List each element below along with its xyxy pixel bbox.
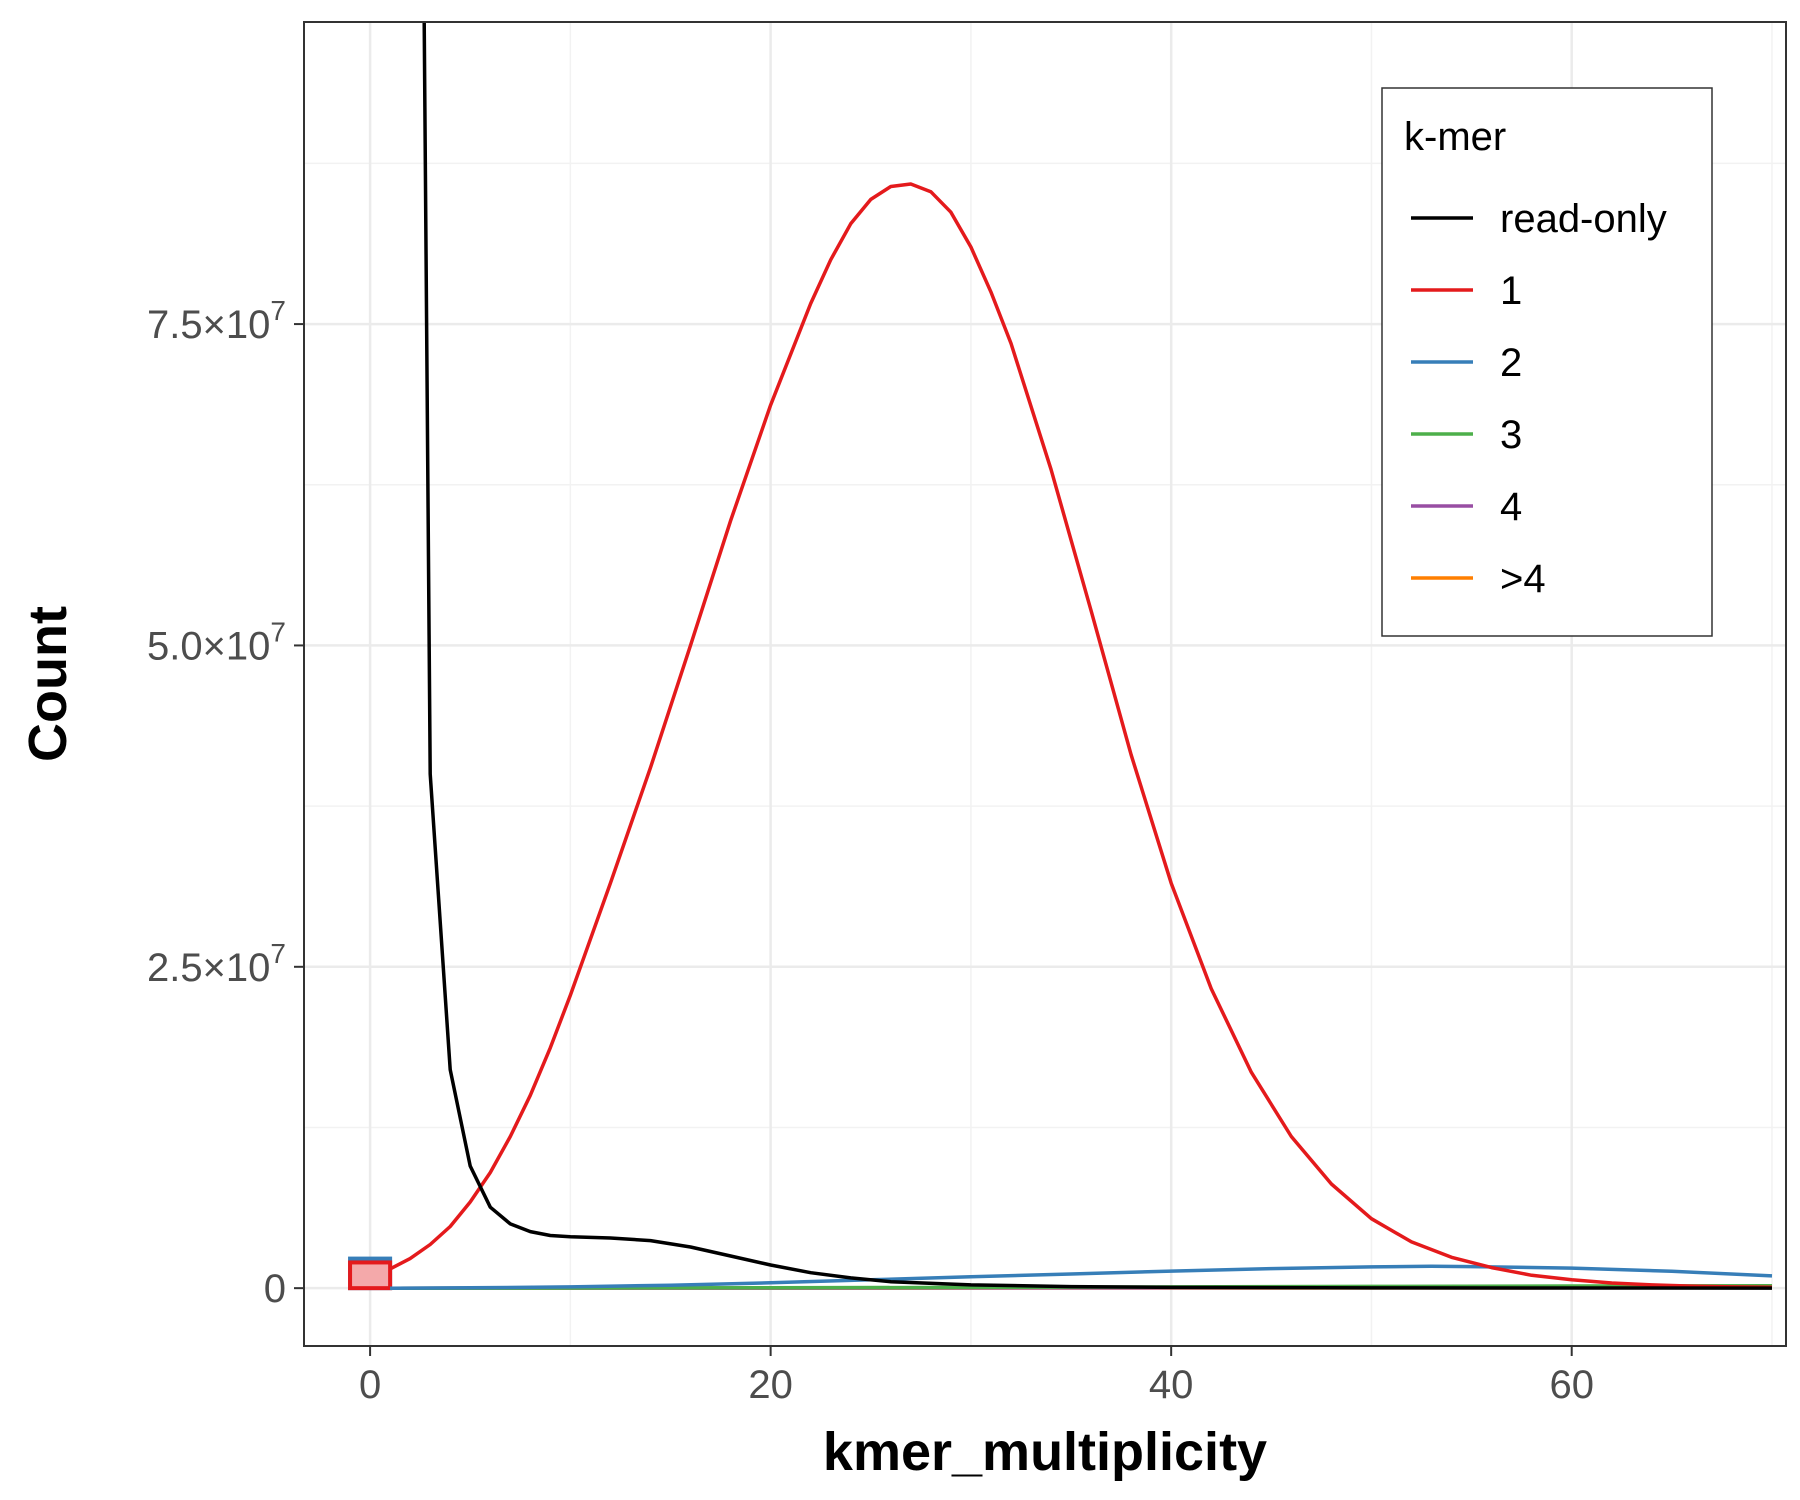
- x-tick-label: 60: [1549, 1363, 1594, 1407]
- y-axis-title: Count: [18, 606, 78, 762]
- panel-border: [303, 21, 1787, 1347]
- y-tick-exponent: 7: [270, 295, 286, 326]
- legend-label-2: 2: [1500, 341, 1522, 385]
- legend-items: read-only 1 2 3 4 >4: [1411, 197, 1667, 601]
- x-axis-title: kmer_multiplicity: [823, 1422, 1267, 1482]
- legend-label->4: >4: [1500, 557, 1546, 601]
- zero-bar: [348, 1256, 393, 1291]
- legend: k-mer read-only 1 2 3 4 >4: [1381, 87, 1713, 637]
- legend-label-read-only: read-only: [1500, 197, 1667, 241]
- x-axis-ticks: 0 20 40 60: [359, 1346, 1594, 1407]
- x-tick-label: 40: [1149, 1363, 1194, 1407]
- y-tick-exponent: 7: [270, 616, 286, 647]
- legend-title: k-mer: [1404, 115, 1506, 159]
- legend-label-1: 1: [1500, 269, 1522, 313]
- series-line-read-only: [422, 22, 1773, 1290]
- y-tick-mantissa: 0: [264, 1267, 286, 1311]
- legend-label-3: 3: [1500, 413, 1522, 457]
- x-tick-label: 0: [359, 1363, 381, 1407]
- y-tick-label: 5.0×107: [147, 616, 286, 668]
- series-line-2: [390, 1264, 1773, 1290]
- x-tick-label: 20: [748, 1363, 793, 1407]
- y-tick-label: 7.5×107: [147, 295, 286, 347]
- y-tick-mantissa: 7.5×10: [147, 303, 270, 347]
- series-lines: [389, 22, 1773, 1290]
- y-tick-mantissa: 5.0×10: [147, 624, 270, 668]
- series-line-1: [389, 182, 1773, 1290]
- zero-bar-1: [348, 1260, 393, 1291]
- y-tick-label: 0: [264, 1267, 286, 1311]
- major-gridlines: [304, 22, 1786, 1346]
- y-tick-label: 2.5×107: [147, 938, 286, 990]
- y-tick-exponent: 7: [270, 938, 286, 969]
- y-tick-mantissa: 2.5×10: [147, 946, 270, 990]
- legend-label-4: 4: [1500, 485, 1522, 529]
